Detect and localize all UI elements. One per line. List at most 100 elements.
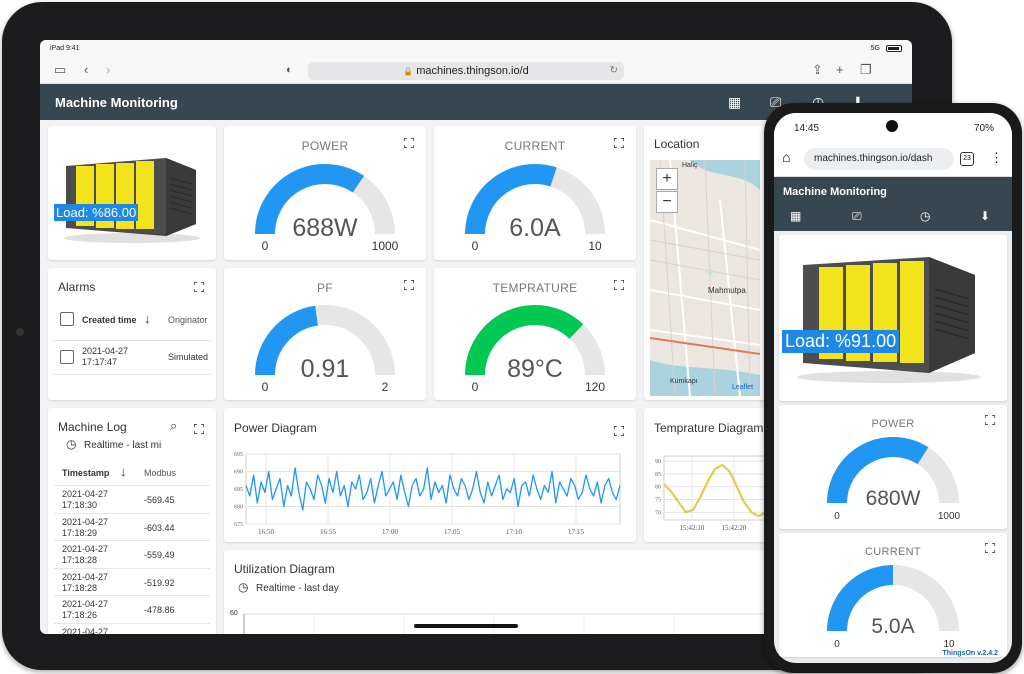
fullscreen-icon[interactable] bbox=[194, 282, 204, 292]
menu-icon[interactable]: ⋮ bbox=[990, 150, 1003, 165]
gauge-min-label: 0 bbox=[472, 239, 479, 253]
status-time: iPad 9:41 bbox=[50, 45, 80, 52]
entity-icon[interactable]: ⎚ bbox=[770, 94, 782, 110]
gauge-fill bbox=[827, 565, 894, 632]
gauge-min-label: 0 bbox=[472, 380, 479, 394]
zoom-in-button[interactable]: + bbox=[656, 168, 678, 190]
alarm-originator: Simulated bbox=[168, 352, 209, 362]
gauge-max-label: 120 bbox=[585, 380, 605, 394]
lock-icon: 🔒 bbox=[403, 67, 414, 76]
search-icon[interactable]: ⌕ bbox=[170, 418, 178, 433]
map-tiles bbox=[650, 160, 760, 396]
home-indicator bbox=[414, 624, 518, 628]
dashboard-icon[interactable]: ▦ bbox=[728, 94, 742, 110]
front-camera bbox=[886, 120, 898, 132]
phone-device: 14:45 70% ⌂ machines.thingson.io/dash 23… bbox=[764, 103, 1022, 673]
utilization-diagram-card: Utilization Diagram ◷ Realtime - last da… bbox=[224, 550, 766, 634]
temperature-gauge-card: TEMPRATURE 89°C 0 120 bbox=[434, 268, 636, 400]
entity-icon[interactable]: ⎚ bbox=[852, 209, 862, 223]
x-tick-label: 17:10 bbox=[506, 528, 522, 536]
y-tick-label: 90 bbox=[655, 459, 661, 465]
leaflet-attribution[interactable]: Leaflet bbox=[732, 384, 754, 391]
table-row[interactable]: 2021-04-27 17:18:26 -478.86 bbox=[54, 595, 210, 622]
version-label: ThingsOn v.2.4.2 bbox=[942, 650, 999, 657]
download-icon[interactable]: ⬇ bbox=[852, 94, 864, 110]
phone-power-gauge: 680W 0 1000 bbox=[827, 437, 961, 522]
phone-time: 14:45 bbox=[794, 123, 820, 134]
power-diagram-title: Power Diagram bbox=[234, 421, 317, 435]
column-header[interactable]: Originator bbox=[168, 315, 208, 325]
sort-arrow-icon[interactable]: ↓ bbox=[144, 311, 151, 326]
table-row[interactable]: 2021-04-27 bbox=[54, 622, 210, 635]
browser-toolbar: ▭ ‹ › ◐ 🔒 machines.thingson.io/d ↻ ⇪ + ❐ bbox=[40, 58, 912, 84]
gauge-max-label: 10 bbox=[943, 639, 955, 650]
download-icon[interactable]: ⬇ bbox=[980, 209, 991, 223]
row-checkbox[interactable] bbox=[60, 350, 74, 364]
table-row[interactable]: 2021-04-27 17:18:29 -603.44 bbox=[54, 512, 210, 540]
gauge-title: POWER bbox=[301, 139, 349, 153]
gauge-value: 0.91 bbox=[301, 355, 350, 383]
table-row[interactable]: 2021-04-27 17:18:30 -569.45 bbox=[54, 485, 210, 512]
table-row[interactable]: 2021-04-27 17:18:28 -559.49 bbox=[54, 540, 210, 567]
clock-icon[interactable]: ◷ bbox=[238, 580, 249, 594]
phone-machine-card: Load: %91.00 bbox=[779, 235, 1007, 401]
share-icon[interactable]: ⇪ bbox=[812, 62, 823, 77]
back-icon[interactable]: ‹ bbox=[84, 62, 89, 77]
zoom-out-button[interactable]: − bbox=[656, 191, 678, 213]
column-header[interactable]: Modbus bbox=[144, 468, 177, 478]
shield-icon[interactable]: ◐ bbox=[286, 64, 293, 76]
series-line bbox=[245, 467, 621, 511]
app-header: Machine Monitoring ▦ ⎚ ◷ ⬇ bbox=[40, 84, 912, 120]
tablet-camera bbox=[16, 328, 24, 336]
utilization-chart-grid bbox=[243, 613, 764, 634]
dashboard-icon[interactable]: ▦ bbox=[790, 209, 802, 223]
new-tab-icon[interactable]: + bbox=[836, 62, 844, 77]
y-tick-label: 695 bbox=[234, 452, 243, 458]
url-field[interactable]: 🔒 machines.thingson.io/d ↻ bbox=[308, 62, 624, 80]
select-all-checkbox[interactable] bbox=[60, 312, 74, 326]
clock-icon[interactable]: ◷ bbox=[66, 437, 77, 451]
log-value: -478.86 bbox=[144, 605, 175, 615]
map[interactable]: + − Haliç Mahmutpa Kumkapı Leaflet bbox=[650, 160, 760, 396]
x-tick-label: 17:15 bbox=[568, 528, 584, 536]
realtime-label[interactable]: Realtime - last day bbox=[256, 583, 339, 594]
ios-status-bar: iPad 9:41 5G bbox=[40, 40, 912, 58]
sidebar-icon[interactable]: ▭ bbox=[54, 62, 67, 77]
table-row[interactable]: 2021-04-27 17:18:28 -519.92 bbox=[54, 567, 210, 595]
log-timestamp: 2021-04-27 bbox=[62, 626, 109, 635]
gauge-title: TEMPRATURE bbox=[492, 281, 578, 295]
forward-icon[interactable]: › bbox=[106, 62, 111, 77]
gauge-min-label: 0 bbox=[834, 511, 840, 522]
gauge-fill bbox=[255, 164, 364, 235]
tab-count-button[interactable]: 23 bbox=[960, 152, 974, 166]
y-tick-label: 80 bbox=[655, 485, 661, 491]
sort-arrow-icon[interactable]: ↓ bbox=[120, 464, 127, 479]
home-icon[interactable]: ⌂ bbox=[782, 149, 791, 165]
phone-screen: 14:45 70% ⌂ machines.thingson.io/dash 23… bbox=[774, 113, 1012, 663]
log-timestamp: 2021-04-27 17:18:28 bbox=[62, 571, 109, 593]
log-value: -603.44 bbox=[144, 522, 175, 533]
battery-icon bbox=[886, 45, 902, 52]
log-timestamp: 2021-04-27 17:18:26 bbox=[62, 599, 109, 620]
column-header[interactable]: Timestamp bbox=[62, 468, 110, 478]
temperature-diagram-card: Temprature Diagram 70 75 80 85 90 15:42:10 15:… bbox=[644, 408, 766, 542]
realtime-label[interactable]: Realtime - last mi bbox=[84, 440, 162, 451]
gauge-min-label: 0 bbox=[262, 239, 269, 253]
y-tick-label: 680 bbox=[234, 505, 243, 511]
machine-log-card: Machine Log ⌕ ◷ Realtime - last mi Times… bbox=[48, 408, 216, 634]
fullscreen-icon[interactable] bbox=[194, 424, 204, 434]
column-header[interactable]: Created time bbox=[82, 315, 137, 325]
reload-icon[interactable]: ↻ bbox=[609, 65, 618, 76]
x-tick-label: 17:00 bbox=[382, 528, 398, 536]
timewindow-icon[interactable]: ◷ bbox=[920, 209, 931, 223]
phone-url-field[interactable]: machines.thingson.io/dash bbox=[804, 148, 954, 170]
tabs-icon[interactable]: ❐ bbox=[860, 62, 872, 77]
phone-current-gauge-card: CURRENT 5.0A 0 10 bbox=[779, 533, 1007, 657]
map-label: Kumkapı bbox=[670, 378, 698, 385]
phone-status-bar: 14:45 70% bbox=[774, 113, 1012, 141]
gauge-min-label: 0 bbox=[834, 639, 840, 650]
y-tick-label: 85 bbox=[655, 472, 661, 478]
x-tick-label: 16:50 bbox=[258, 528, 274, 536]
gauge-value: 5.0A bbox=[871, 615, 914, 638]
fullscreen-icon[interactable] bbox=[614, 426, 624, 436]
